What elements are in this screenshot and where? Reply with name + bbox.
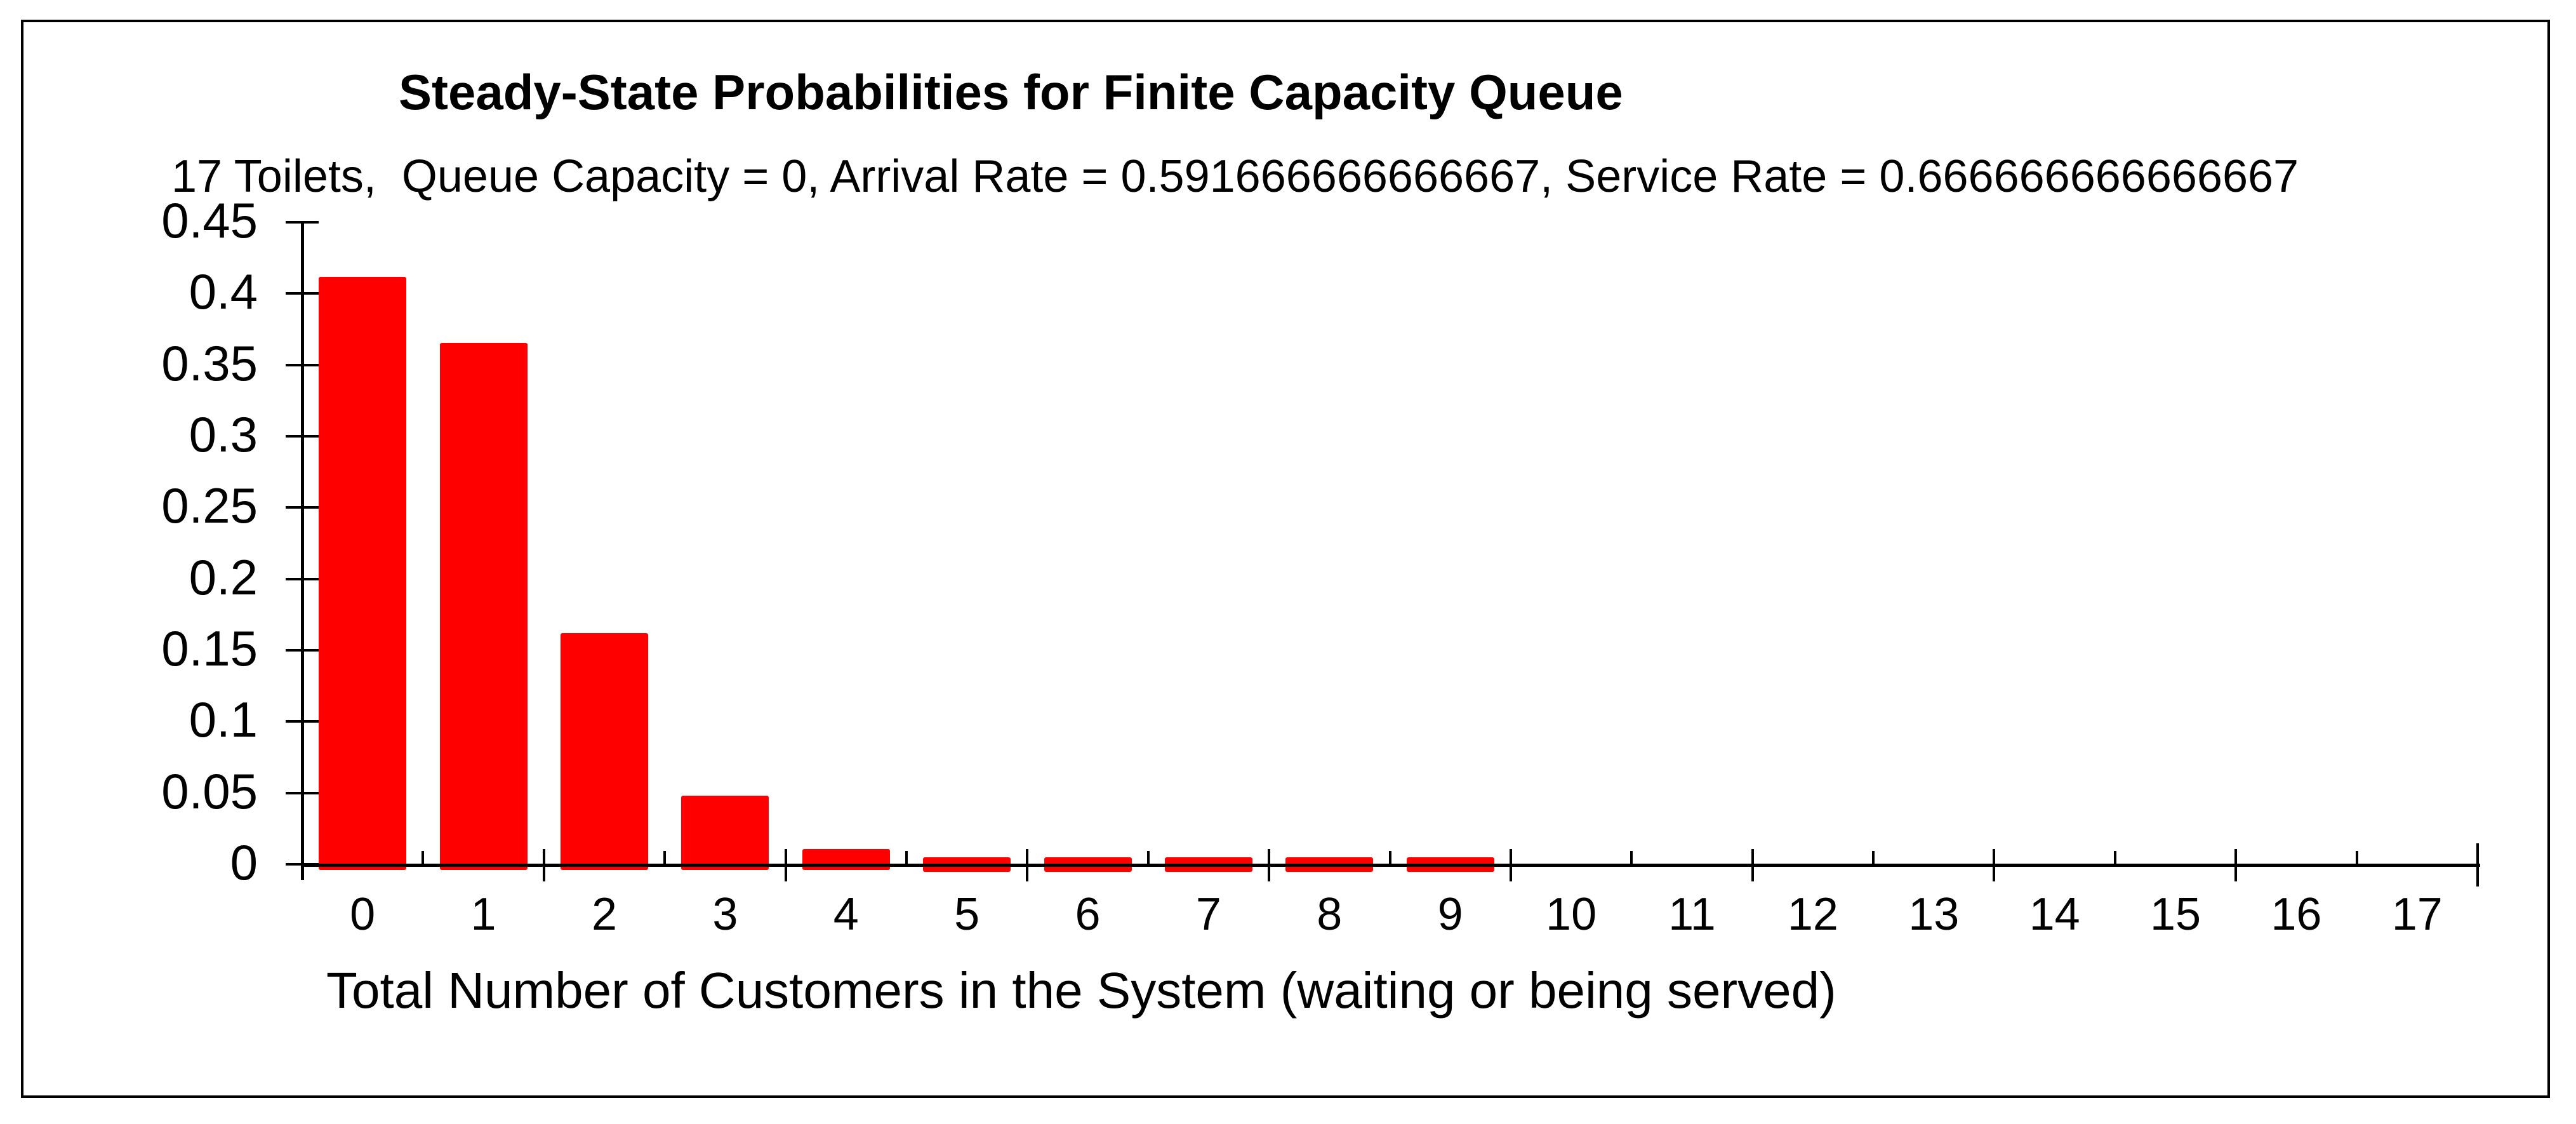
x-tick-label: 13 [1908,889,1960,940]
y-axis-tick [286,863,319,866]
y-axis-tick [286,506,319,509]
x-axis-tick [1268,849,1271,881]
chart-subtitle: 17 Toilets, Queue Capacity = 0, Arrival … [171,151,2299,202]
x-tick-label: 10 [1546,889,1597,940]
x-axis-tick [1026,849,1029,881]
x-axis-title: Total Number of Customers in the System … [326,962,1836,1019]
y-tick-label: 0.15 [161,620,258,676]
y-axis-tick [286,791,319,794]
x-axis-tick [2234,849,2238,881]
x-tick-label: 6 [1075,889,1101,940]
x-axis-tick [1630,851,1633,866]
x-tick-label: 5 [954,889,980,940]
x-tick-label: 15 [2149,889,2201,940]
y-axis-tick [286,577,319,580]
bar [560,632,648,870]
chart-title: Steady-State Probabilities for Finite Ca… [399,64,1623,120]
x-tick-label: 14 [2029,889,2080,940]
y-axis-tick [286,363,319,366]
x-tick-label: 7 [1195,889,1221,940]
bar [802,849,890,870]
x-axis-tick [1146,851,1150,866]
x-tick-label: 8 [1317,889,1343,940]
bar [319,277,407,870]
x-axis-tick [784,849,787,881]
y-tick-label: 0.45 [161,192,258,248]
y-tick-label: 0.4 [189,264,258,320]
x-axis-tick [1751,849,1754,881]
x-axis-tick [542,849,545,881]
x-axis-tick [2113,851,2116,866]
x-axis-tick [2355,851,2358,866]
x-axis-tick [422,851,425,866]
y-tick-label: 0.35 [161,335,258,391]
x-axis-tick [1509,849,1512,881]
x-axis-tick [905,851,908,866]
x-axis-tick [663,851,667,866]
y-axis-tick [286,649,319,652]
x-axis-tick [1872,851,1875,866]
x-tick-label: 17 [2391,889,2443,940]
x-tick-label: 2 [591,889,617,940]
y-tick-label: 0 [230,834,258,890]
x-tick-label: 3 [712,889,738,940]
x-tick-label: 16 [2271,889,2322,940]
x-tick-label: 9 [1437,889,1463,940]
x-axis-tick [1388,851,1391,866]
x-tick-label: 12 [1787,889,1838,940]
x-tick-label: 4 [833,889,859,940]
x-axis-tick [2476,843,2479,886]
y-axis-tick [286,435,319,438]
y-tick-label: 0.25 [161,478,258,534]
y-tick-label: 0.1 [189,692,258,748]
x-tick-label: 0 [350,889,376,940]
x-tick-label: 1 [470,889,496,940]
y-tick-label: 0.2 [189,549,258,605]
x-tick-label: 11 [1668,889,1716,940]
y-tick-label: 0.05 [161,763,258,819]
y-axis-tick [286,292,319,295]
y-axis-line [301,221,304,880]
x-axis-tick [1993,849,1996,881]
y-axis-tick [286,720,319,723]
bar [439,343,528,870]
bar [681,796,769,870]
y-axis-tick [286,221,319,224]
y-tick-label: 0.3 [189,406,258,462]
